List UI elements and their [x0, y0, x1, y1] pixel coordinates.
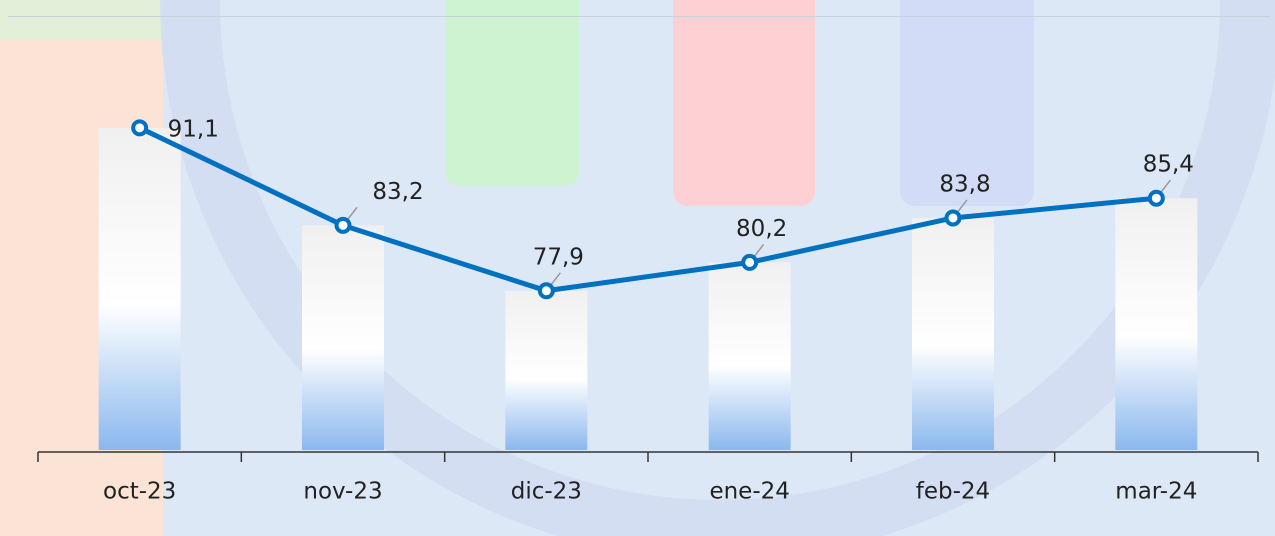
x-tick-label: nov-23 — [303, 479, 382, 505]
point — [537, 282, 555, 300]
bar — [98, 127, 181, 450]
point — [944, 209, 962, 227]
bar — [1115, 198, 1198, 450]
data-label: 85,4 — [1143, 152, 1194, 178]
x-tick-label: feb-24 — [916, 479, 990, 505]
data-label: 83,8 — [939, 171, 990, 197]
x-tick-label: dic-23 — [511, 479, 582, 505]
bar — [708, 262, 791, 450]
x-tick-label: mar-24 — [1115, 479, 1197, 505]
data-label: 77,9 — [533, 244, 584, 270]
point — [1147, 189, 1165, 207]
bar — [302, 225, 384, 450]
point — [131, 119, 149, 137]
point — [334, 216, 352, 234]
x-tick-label: oct-23 — [103, 479, 176, 505]
bar — [912, 217, 994, 450]
data-label: 83,2 — [372, 179, 423, 205]
bar — [505, 290, 588, 450]
point — [741, 253, 759, 271]
x-tick-label: ene-24 — [709, 479, 789, 505]
data-label: 91,1 — [168, 116, 219, 142]
line — [138, 125, 1157, 294]
data-label: 80,2 — [736, 216, 787, 242]
